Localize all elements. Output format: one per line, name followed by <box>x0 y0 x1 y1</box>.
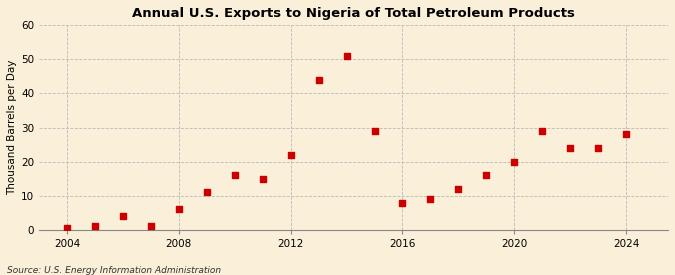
Point <box>537 129 547 133</box>
Y-axis label: Thousand Barrels per Day: Thousand Barrels per Day <box>7 60 17 195</box>
Point <box>201 190 212 194</box>
Point <box>286 153 296 157</box>
Point <box>481 173 492 177</box>
Text: Source: U.S. Energy Information Administration: Source: U.S. Energy Information Administ… <box>7 266 221 275</box>
Point <box>90 224 101 229</box>
Point <box>257 177 268 181</box>
Point <box>117 214 128 218</box>
Point <box>313 78 324 82</box>
Point <box>425 197 436 201</box>
Point <box>453 187 464 191</box>
Title: Annual U.S. Exports to Nigeria of Total Petroleum Products: Annual U.S. Exports to Nigeria of Total … <box>132 7 575 20</box>
Point <box>146 224 157 229</box>
Point <box>565 146 576 150</box>
Point <box>61 226 72 230</box>
Point <box>230 173 240 177</box>
Point <box>509 160 520 164</box>
Point <box>173 207 184 211</box>
Point <box>621 132 632 137</box>
Point <box>397 200 408 205</box>
Point <box>341 54 352 58</box>
Point <box>369 129 380 133</box>
Point <box>593 146 603 150</box>
